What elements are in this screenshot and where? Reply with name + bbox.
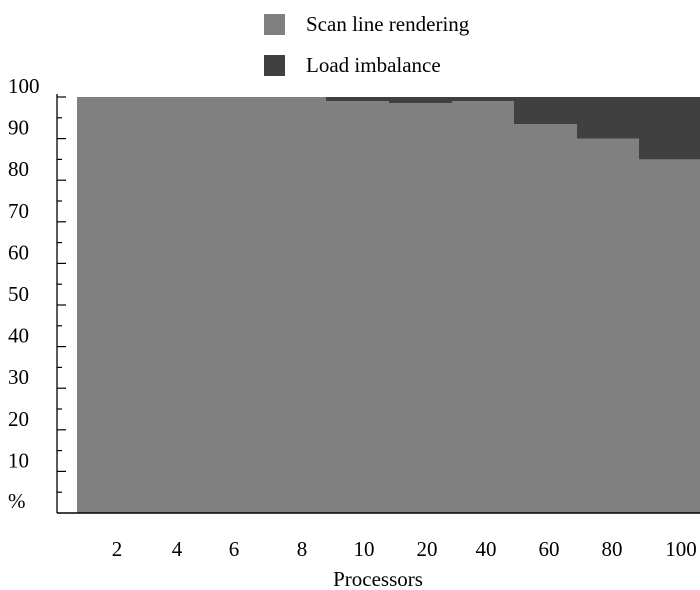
legend: Scan line rendering Load imbalance (264, 12, 470, 77)
x-tick-label: 60 (539, 537, 560, 561)
y-tick-label: 30 (8, 365, 29, 389)
area-segment (139, 97, 200, 513)
area-segment (452, 97, 514, 102)
legend-swatch (264, 55, 285, 76)
x-tick-label: 20 (417, 537, 438, 561)
legend-label: Load imbalance (306, 53, 441, 77)
legend-label: Scan line rendering (306, 12, 470, 36)
area-segment (514, 124, 577, 513)
area-segment (326, 97, 389, 102)
legend-item: Scan line rendering (264, 12, 470, 36)
x-tick-label: 6 (229, 537, 240, 561)
plot-area (77, 97, 700, 514)
area-segment (263, 97, 326, 513)
series-scan-line-rendering (77, 97, 700, 514)
area-segment (77, 97, 139, 513)
legend-item: Load imbalance (264, 53, 441, 77)
y-tick-label: 50 (8, 282, 29, 306)
area-segment (452, 101, 514, 513)
series-load-imbalance (326, 97, 700, 160)
y-tick-label: 80 (8, 157, 29, 181)
x-tick-label: 8 (297, 537, 308, 561)
y-tick-label: 20 (8, 407, 29, 431)
area-segment (577, 97, 639, 139)
area-segment (326, 101, 389, 513)
area-segment (577, 138, 639, 513)
x-tick-label: 80 (602, 537, 623, 561)
area-segment (389, 103, 452, 514)
x-tick-label: 40 (476, 537, 497, 561)
y-unit-label: % (8, 489, 26, 513)
x-axis: 2 4 6 8 10 20 40 60 80 100 (57, 512, 700, 561)
area-segment (514, 97, 577, 125)
y-tick-label: 60 (8, 240, 29, 264)
legend-swatch (264, 14, 285, 35)
y-tick-label: 100 (8, 74, 40, 98)
x-axis-title: Processors (333, 567, 423, 590)
area-segment (389, 97, 452, 104)
y-tick-label: 10 (8, 448, 29, 472)
x-tick-label: 10 (354, 537, 375, 561)
area-segment (200, 97, 263, 513)
x-tick-label: 100 (665, 537, 697, 561)
area-segment (639, 159, 700, 513)
y-tick-label: 40 (8, 324, 29, 348)
y-axis: 10 20 30 40 50 60 70 80 90 100% (8, 74, 66, 513)
y-tick-label: 90 (8, 116, 29, 140)
area-segment (639, 97, 700, 160)
x-tick-label: 2 (112, 537, 123, 561)
y-tick-label: 70 (8, 199, 29, 223)
x-tick-label: 4 (172, 537, 183, 561)
